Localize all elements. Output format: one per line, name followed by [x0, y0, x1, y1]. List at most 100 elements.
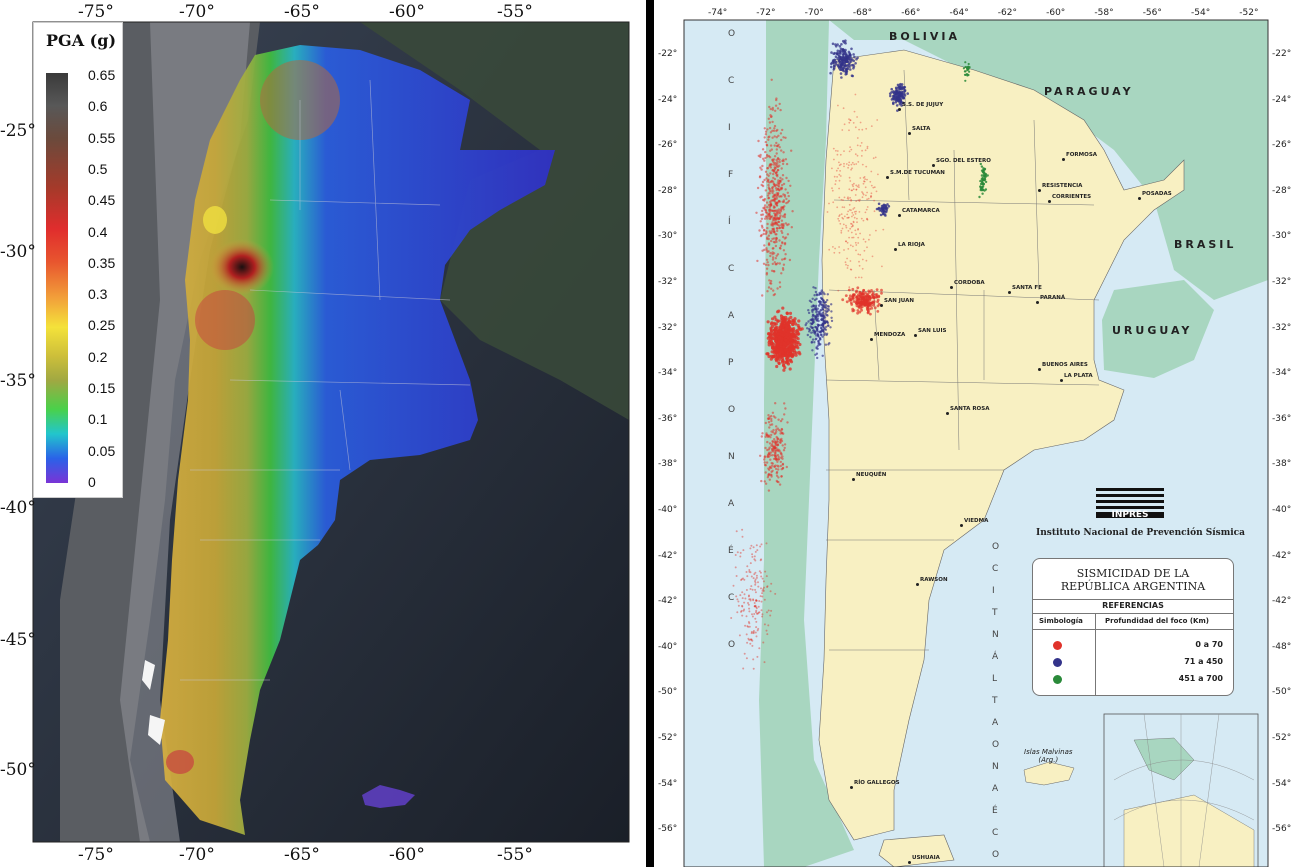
epicenter-dot: [773, 432, 776, 436]
epicenter-dot: [881, 206, 885, 210]
epicenter-dot: [844, 48, 847, 52]
city-label: MENDOZA: [874, 332, 906, 338]
epicenter-dot: [739, 555, 742, 558]
epicenter-dot: [769, 458, 772, 461]
epicenter-dot: [841, 227, 844, 230]
epicenter-dot: [757, 627, 760, 630]
epicenter-dot: [850, 163, 853, 166]
pacific-letter: C: [728, 593, 736, 603]
epicenter-dot: [775, 364, 779, 369]
epicenter-dot: [827, 307, 830, 311]
city-label: VIEDMA: [964, 518, 989, 524]
epicenter-dot: [846, 67, 849, 71]
ref-divider-cols: [1033, 629, 1233, 630]
seismicity-lat-tick-right: -32°: [1272, 322, 1292, 333]
pga-hotspot-san-juan: [210, 239, 274, 295]
epicenter-dot: [736, 598, 739, 601]
epicenter-dot: [769, 254, 772, 258]
pacific-letter: C: [728, 264, 736, 274]
epicenter-dot: [772, 170, 776, 173]
pacific-letter: A: [728, 499, 736, 509]
city-marker: [850, 786, 853, 789]
epicenter-dot: [814, 286, 817, 290]
epicenter-dot: [765, 433, 769, 437]
seismicity-lat-tick-left: -40°: [658, 641, 678, 652]
epicenter-dot: [780, 272, 783, 275]
epicenter-dot: [768, 468, 771, 471]
epicenter-dot: [850, 225, 853, 228]
epicenter-dot: [774, 444, 777, 447]
epicenter-dot: [755, 611, 757, 614]
epicenter-dot: [856, 311, 859, 315]
epicenter-dot: [763, 204, 767, 207]
epicenter-dot: [854, 229, 857, 232]
epicenter-dot: [980, 174, 984, 177]
epicenter-dot: [793, 338, 797, 342]
epicenter-dot: [754, 604, 757, 607]
epicenter-dot: [777, 437, 780, 441]
city-label: CORRIENTES: [1052, 194, 1092, 200]
epicenter-dot: [841, 67, 845, 71]
epicenter-dot: [775, 148, 778, 151]
epicenter-dot: [850, 148, 853, 151]
epicenter-dot: [782, 226, 785, 230]
epicenter-dot: [781, 258, 784, 261]
epicenter-dot: [759, 166, 762, 169]
epicenter-dot: [863, 249, 866, 252]
uruguay-land: [1102, 280, 1214, 378]
epicenter-dot: [868, 290, 872, 294]
epicenter-dot: [775, 203, 778, 207]
pga-legend-title: PGA (g): [46, 31, 117, 50]
epicenter-dot: [857, 236, 860, 239]
seismicity-map-frame: [683, 19, 1269, 867]
epicenter-dot: [778, 160, 781, 164]
epicenter-dot: [783, 319, 787, 323]
epicenter-dot: [848, 216, 850, 219]
epicenter-dot: [862, 288, 866, 292]
epicenter-dot: [846, 217, 849, 219]
epicenter-dot: [750, 638, 753, 641]
epicenter-dot: [757, 611, 760, 614]
epicenter-dot: [851, 215, 853, 218]
epicenter-dot: [792, 341, 797, 345]
epicenter-dot: [866, 298, 869, 302]
epicenter-dot: [864, 178, 866, 181]
seismicity-map-svg: [683, 19, 1269, 867]
epicenter-dot: [768, 478, 771, 481]
pga-lon-tick-bottom: -70°: [179, 845, 215, 865]
epicenter-dot: [754, 631, 757, 634]
epicenter-dot: [854, 276, 857, 279]
epicenter-dot: [848, 65, 851, 69]
reference-row: 71 a 450: [1033, 656, 1233, 670]
reference-depth-range: 0 a 70: [1195, 640, 1223, 649]
ref-divider-top: [1033, 599, 1233, 600]
epicenter-dot: [868, 238, 870, 241]
epicenter-dot: [983, 167, 987, 171]
epicenter-dot: [810, 300, 813, 304]
epicenter-dot: [844, 261, 847, 264]
epicenter-dot: [757, 605, 760, 608]
epicenter-dot: [855, 249, 857, 252]
epicenter-dot: [850, 199, 852, 202]
epicenter-dot: [755, 211, 758, 214]
epicenter-dot: [870, 289, 873, 292]
epicenter-dot: [768, 334, 772, 338]
epicenter-dot: [837, 217, 840, 220]
epicenter-dot: [831, 61, 834, 65]
epicenter-dot: [796, 337, 800, 341]
epicenter-dot: [766, 633, 769, 636]
epicenter-dot: [967, 68, 970, 71]
epicenter-dot: [777, 357, 781, 361]
epicenter-dot: [765, 247, 768, 250]
epicenter-dot: [778, 226, 782, 230]
reference-row: 0 a 70: [1033, 639, 1233, 653]
pga-lat-tick: -40°: [0, 498, 36, 518]
epicenter-dot: [849, 227, 852, 230]
epicenter-dot: [752, 598, 755, 601]
epicenter-dot: [794, 351, 798, 355]
epicenter-dot: [827, 343, 830, 346]
epicenter-dot: [770, 190, 773, 193]
epicenter-dot: [763, 586, 765, 589]
epicenter-dot: [750, 632, 753, 635]
atlantic-letter: O: [992, 542, 1001, 552]
